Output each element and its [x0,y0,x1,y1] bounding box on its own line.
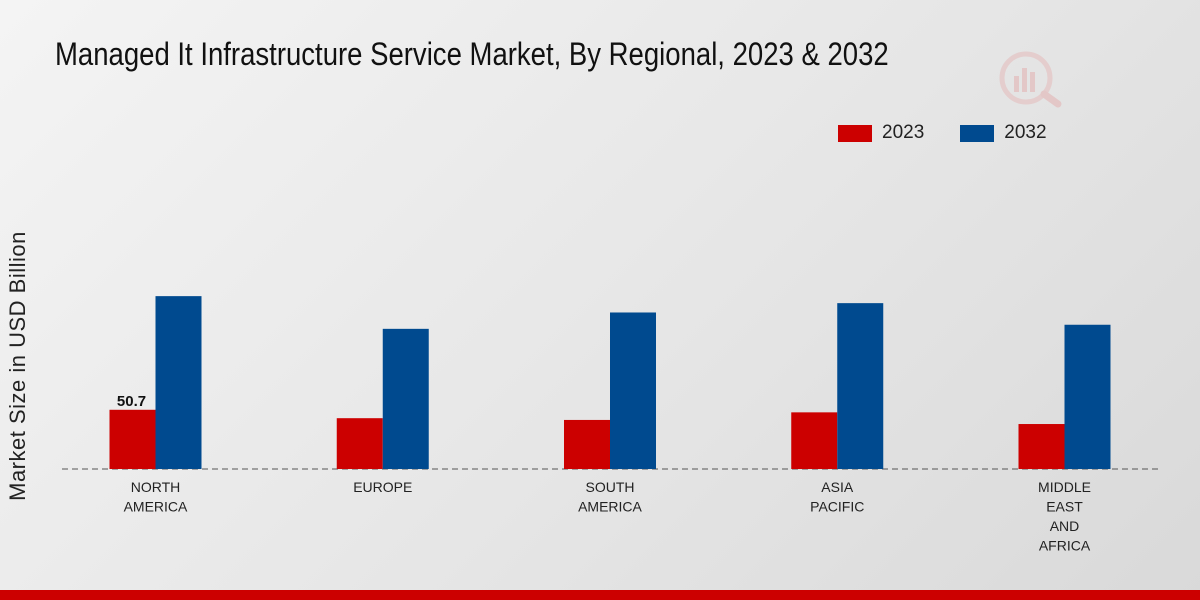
bar-2023-middle-east-and-africa[interactable] [1018,424,1065,469]
bar-2023-asia-pacific[interactable] [791,412,838,469]
legend-label-2023: 2023 [882,122,925,143]
bar-2023-south-america[interactable] [564,419,610,469]
bar-2032-north-america[interactable] [155,296,202,469]
x-tick-label: ASIA PACIFIC [810,479,864,515]
watermark-logo-icon [999,51,1062,108]
bar-2032-asia-pacific[interactable] [837,303,884,469]
chart-title: Managed It Infrastructure Service Market… [55,36,889,72]
x-tick-label: EUROPE [353,479,412,495]
legend-swatch-2032 [960,124,995,142]
legend-swatch-2023 [838,124,872,142]
legend: 2023 2032 [838,122,1083,144]
data-label: 50.7 [117,393,146,410]
bar-2023-europe[interactable] [336,418,383,469]
bar-2023-north-america[interactable] [109,409,156,469]
bar-2032-middle-east-and-africa[interactable] [1064,324,1111,469]
bar-2032-south-america[interactable] [610,312,656,469]
x-tick-label: SOUTH AMERICA [578,479,642,515]
legend-label-2032: 2032 [1004,122,1047,143]
legend-item-2023[interactable]: 2023 [838,122,924,144]
bar-2032-europe[interactable] [382,328,429,469]
legend-item-2032[interactable]: 2032 [960,122,1047,144]
x-tick-label: MIDDLE EAST AND AFRICA [1038,479,1091,554]
bottom-accent-bar [0,590,1200,600]
x-tick-label: NORTH AMERICA [124,479,188,515]
